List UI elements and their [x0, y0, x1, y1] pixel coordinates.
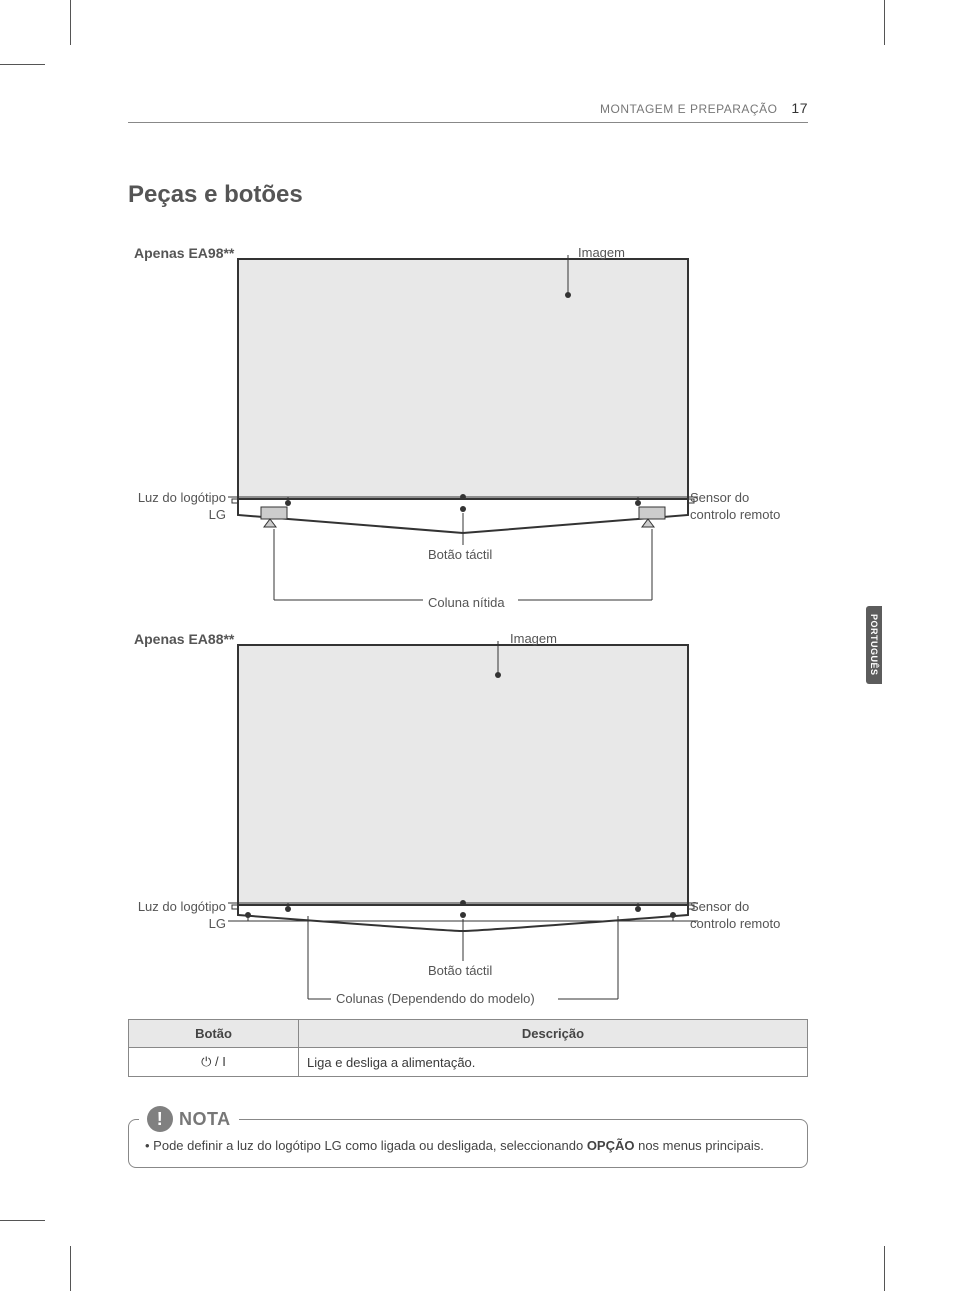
crop-mark — [884, 0, 885, 45]
note-box: ! NOTA Pode definir a luz do logótipo LG… — [128, 1119, 808, 1168]
note-text-bold: OPÇÃO — [587, 1138, 635, 1153]
label-logo-light: Luz do logótipo LG — [106, 899, 226, 933]
label-sensor: Sensor do controlo remoto — [690, 490, 780, 524]
power-icon: ⏻ / I — [201, 1054, 226, 1069]
tv-diagram-ea98 — [128, 245, 808, 625]
table-row: ⏻ / I Liga e desliga a alimentação. — [129, 1048, 808, 1077]
note-text-pre: Pode definir a luz do logótipo LG como l… — [153, 1138, 587, 1153]
crop-mark — [70, 0, 71, 45]
cell-desc: Liga e desliga a alimentação. — [299, 1048, 808, 1077]
page-header: MONTAGEM E PREPARAÇÃO 17 — [128, 100, 808, 123]
note-title-text: NOTA — [179, 1109, 231, 1130]
cell-button-symbol: ⏻ / I — [129, 1048, 299, 1077]
note-item: Pode definir a luz do logótipo LG como l… — [145, 1138, 791, 1153]
label-logo-light: Luz do logótipo LG — [106, 490, 226, 524]
tv-diagram-ea88 — [128, 631, 808, 1011]
note-title: ! NOTA — [139, 1106, 239, 1132]
label-image: Imagem — [510, 631, 557, 648]
diagram-ea98: Apenas EA98** Imagem Luz do logótipo LG … — [128, 245, 808, 625]
model-label-ea88: Apenas EA88** — [134, 631, 234, 647]
label-touch: Botão táctil — [428, 963, 492, 980]
label-image: Imagem — [578, 245, 625, 262]
note-text-post: nos menus principais. — [634, 1138, 763, 1153]
button-table: Botão Descrição ⏻ / I Liga e desliga a a… — [128, 1019, 808, 1077]
col-desc: Descrição — [299, 1020, 808, 1048]
col-button: Botão — [129, 1020, 299, 1048]
page-number: 17 — [791, 100, 808, 116]
label-speaker: Coluna nítida — [428, 595, 505, 612]
crop-mark — [70, 1246, 71, 1291]
diagram-ea88: Apenas EA88** Imagem Luz do logótipo LG … — [128, 631, 808, 1011]
label-speaker: Colunas (Dependendo do modelo) — [336, 991, 535, 1008]
info-icon: ! — [147, 1106, 173, 1132]
table-header-row: Botão Descrição — [129, 1020, 808, 1048]
crop-mark — [0, 1220, 45, 1221]
label-touch: Botão táctil — [428, 547, 492, 564]
crop-mark — [884, 1246, 885, 1291]
crop-mark — [0, 64, 45, 65]
language-tab: PORTUGUÊS — [866, 606, 882, 684]
note-list: Pode definir a luz do logótipo LG como l… — [145, 1138, 791, 1153]
label-sensor: Sensor do controlo remoto — [690, 899, 780, 933]
page-title: Peças e botões — [128, 181, 808, 209]
section-name: MONTAGEM E PREPARAÇÃO — [600, 102, 777, 116]
model-label-ea98: Apenas EA98** — [134, 245, 234, 261]
